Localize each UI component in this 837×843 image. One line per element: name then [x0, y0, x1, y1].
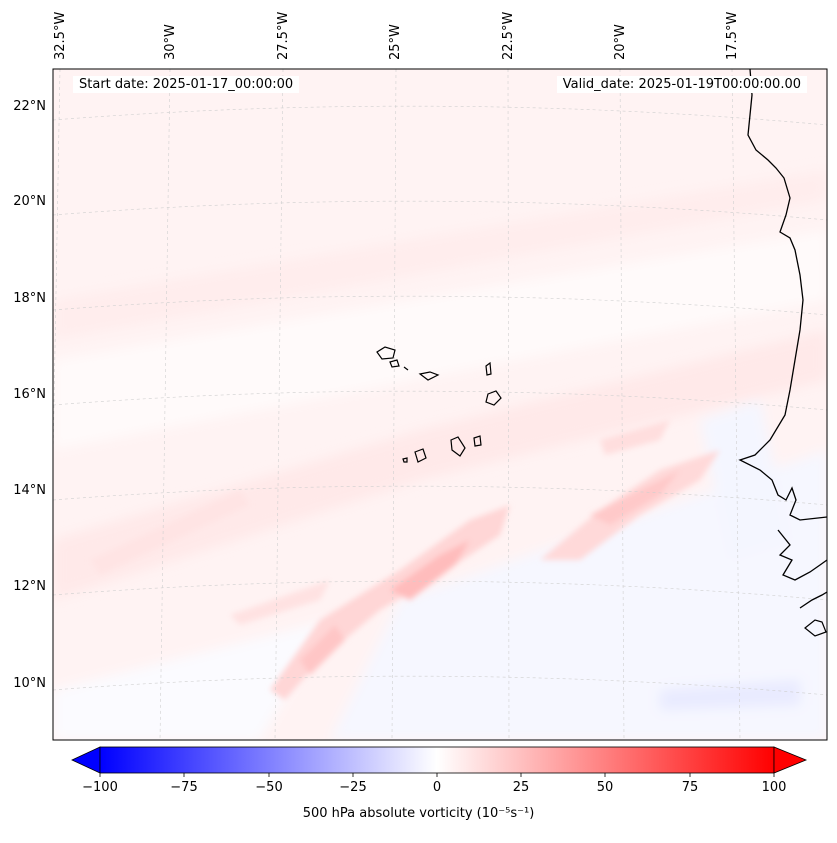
colorbar-tick-label: 0 [432, 780, 442, 795]
colorbar-tick-label: 75 [681, 780, 699, 795]
colorbar-max-extend [773, 746, 808, 774]
colorbar-tick-label: −75 [170, 780, 198, 795]
lat-label-20n: 20°N [13, 194, 46, 209]
start-date-label: Start date: 2025-01-17_00:00:00 [73, 76, 300, 93]
colorbar [71, 746, 808, 777]
valid-date-label: Valid_date: 2025-01-19T00:00:00.00 [556, 76, 807, 93]
colorbar-tick-label: −25 [339, 780, 367, 795]
lat-label-18n: 18°N [13, 291, 46, 306]
colorbar-tick-label: 100 [761, 780, 787, 795]
lat-label-22n: 22°N [13, 99, 46, 114]
lat-label-14n: 14°N [13, 483, 46, 498]
lon-label-32-5w: 32.5°W [53, 11, 68, 60]
lon-label-30w: 30°W [163, 24, 178, 60]
colorbar-min-extend [71, 746, 101, 774]
colorbar-tick-label: −50 [255, 780, 283, 795]
lat-label-16n: 16°N [13, 387, 46, 402]
colorbar-tick-label: 50 [596, 780, 614, 795]
lon-label-22-5w: 22.5°W [501, 11, 516, 60]
lat-label-10n: 10°N [13, 676, 46, 691]
map-frame [52, 68, 828, 741]
colorbar-tick-label: 25 [512, 780, 530, 795]
lat-label-12n: 12°N [13, 579, 46, 594]
lon-label-25w: 25°W [388, 24, 403, 60]
lon-label-20w: 20°W [613, 24, 628, 60]
colorbar-tick-label: −100 [82, 780, 118, 795]
vorticity-field [53, 69, 827, 740]
lon-label-17-5w: 17.5°W [725, 11, 740, 60]
colorbar-label: 500 hPa absolute vorticity (10⁻⁵s⁻¹) [302, 806, 535, 821]
lon-label-27-5w: 27.5°W [276, 11, 291, 60]
colorbar-gradient [99, 746, 775, 774]
cape-verde-islands [376, 346, 502, 463]
